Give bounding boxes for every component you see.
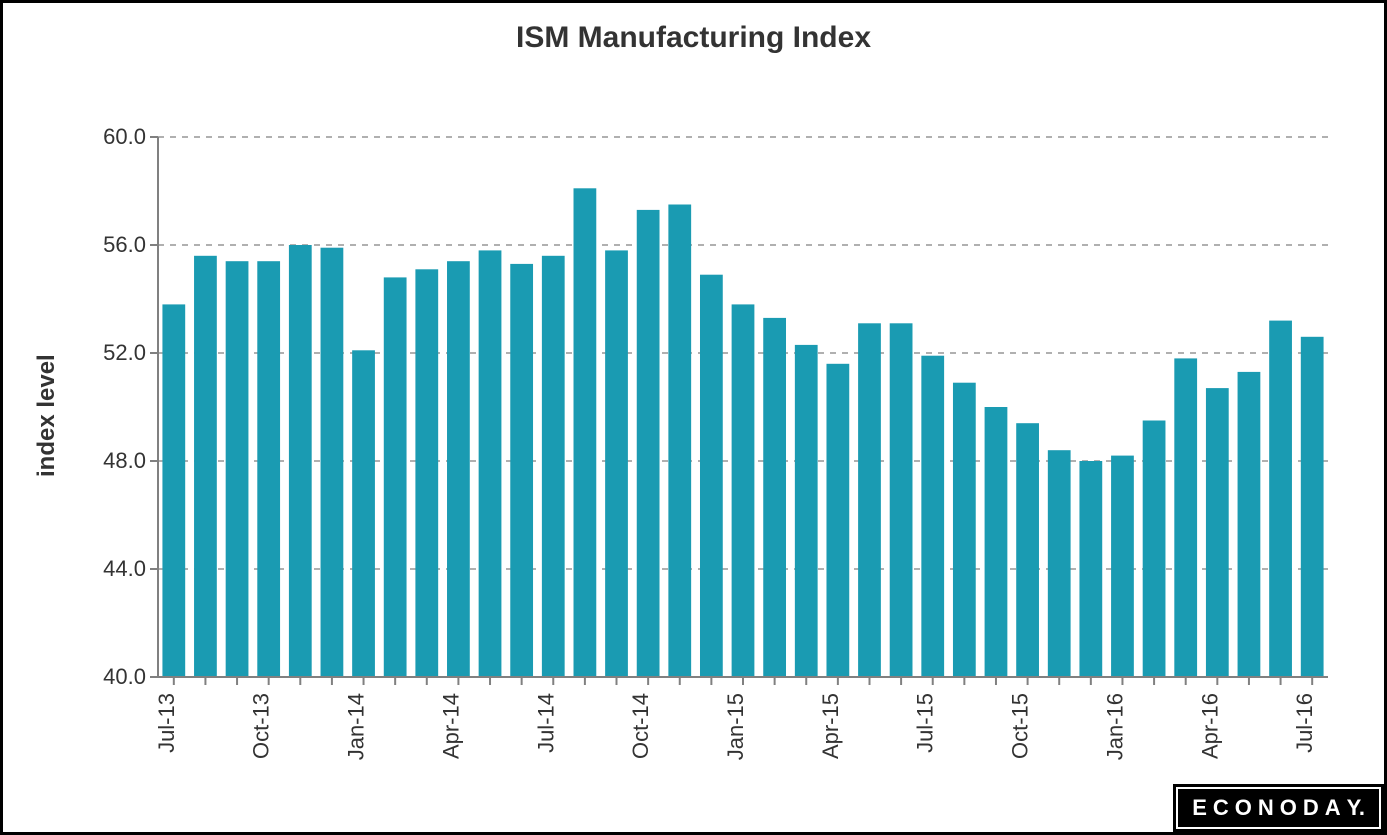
- svg-text:40.0: 40.0: [103, 664, 146, 689]
- chart-frame: ISM Manufacturing Index index level 40.0…: [0, 0, 1387, 835]
- bar: [858, 323, 881, 677]
- bar: [1301, 337, 1324, 677]
- x-tick-label: Jan-14: [344, 693, 369, 760]
- chart-area: index level 40.0 44.0 48.0 52.0 56.0 60.0 Jul-…: [3, 59, 1384, 819]
- bar: [574, 188, 597, 677]
- bar: [289, 245, 312, 677]
- x-tick-label: Jul-16: [1292, 693, 1317, 753]
- y-axis-title: index level: [33, 354, 61, 477]
- bar: [321, 248, 344, 677]
- x-tick-label: Jul-13: [154, 693, 179, 753]
- x-tick-label: Oct-14: [628, 693, 653, 759]
- svg-text:44.0: 44.0: [103, 556, 146, 581]
- x-tick-label: Apr-16: [1197, 693, 1222, 759]
- bar: [637, 210, 660, 677]
- bar: [1111, 456, 1134, 677]
- bar: [1269, 321, 1292, 677]
- bar: [194, 256, 217, 677]
- bar: [479, 250, 502, 677]
- chart-title: ISM Manufacturing Index: [3, 3, 1384, 59]
- bar: [953, 383, 976, 677]
- bar: [384, 277, 407, 677]
- svg-text:48.0: 48.0: [103, 448, 146, 473]
- bar: [732, 304, 755, 677]
- x-tick-label: Jan-16: [1102, 693, 1127, 760]
- x-tick-label: Jul-15: [913, 693, 938, 753]
- bar: [700, 275, 723, 677]
- bar: [1238, 372, 1261, 677]
- bar: [921, 356, 944, 677]
- bar: [226, 261, 249, 677]
- bar: [605, 250, 628, 677]
- bar: [1048, 450, 1071, 677]
- bar: [447, 261, 470, 677]
- bar: [985, 407, 1008, 677]
- bar: [1174, 358, 1197, 677]
- x-tick-label: Oct-13: [249, 693, 274, 759]
- bar: [826, 364, 849, 677]
- x-tick-label: Jan-15: [723, 693, 748, 760]
- bar: [257, 261, 280, 677]
- bar: [763, 318, 786, 677]
- bar: [162, 304, 185, 677]
- x-tick-label: Apr-15: [818, 693, 843, 759]
- bar: [1206, 388, 1229, 677]
- svg-text:60.0: 60.0: [103, 124, 146, 149]
- x-tick-label: Jul-14: [533, 693, 558, 753]
- bar: [890, 323, 913, 677]
- chart-svg: 40.0 44.0 48.0 52.0 56.0 60.0 Jul-13 Oct-13 Jan-…: [3, 59, 1384, 819]
- x-tick-label: Oct-15: [1008, 693, 1033, 759]
- econoday-logo: ECONODAY.: [1176, 787, 1381, 829]
- bar: [795, 345, 818, 677]
- x-tick-label: Apr-14: [438, 693, 463, 759]
- bar: [1016, 423, 1039, 677]
- bar: [542, 256, 565, 677]
- bar: [415, 269, 438, 677]
- bar: [352, 350, 375, 677]
- bar: [510, 264, 533, 677]
- bar: [1079, 461, 1102, 677]
- bar: [668, 205, 691, 678]
- bar: [1143, 421, 1166, 678]
- svg-text:52.0: 52.0: [103, 340, 146, 365]
- svg-text:56.0: 56.0: [103, 232, 146, 257]
